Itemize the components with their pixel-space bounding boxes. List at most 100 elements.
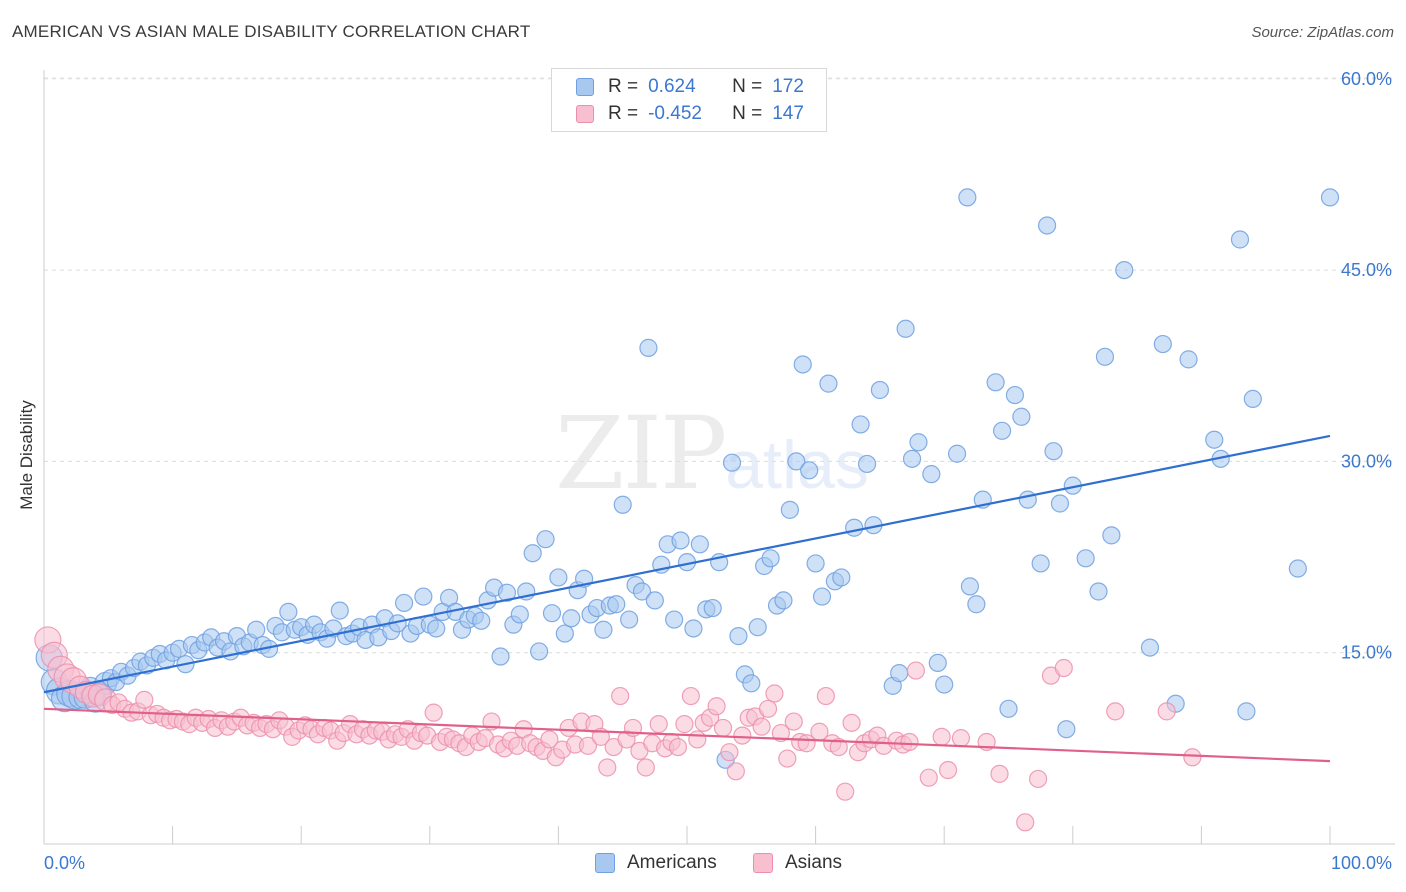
american-point	[761, 549, 780, 568]
american-point	[928, 653, 947, 673]
legend-label-americans: Americans	[627, 852, 717, 873]
american-point	[960, 577, 980, 596]
american-point	[414, 587, 433, 606]
american-point	[947, 444, 967, 463]
asian-point	[1028, 769, 1048, 789]
american-point	[832, 568, 851, 587]
y-tick-label: 45.0%	[1341, 260, 1392, 280]
americans-trend-line	[43, 434, 1331, 694]
asian-point	[932, 727, 951, 746]
x-tick-label: 0.0%	[44, 853, 85, 873]
american-point	[684, 619, 703, 638]
asian-point	[816, 686, 835, 706]
american-point	[967, 595, 986, 614]
legend-n-label: N =	[732, 76, 763, 97]
y-tick-label: 60.0%	[1341, 69, 1392, 89]
asian-point	[771, 723, 790, 743]
american-point	[787, 452, 806, 471]
legend-n-value: 172	[772, 76, 804, 97]
american-point	[1031, 554, 1050, 573]
asian-point	[829, 737, 848, 757]
american-point	[1230, 230, 1250, 249]
american-point	[530, 642, 549, 661]
asians-trend-line	[43, 707, 1331, 763]
american-point	[1320, 188, 1340, 207]
american-point	[1288, 559, 1307, 578]
american-point	[594, 620, 613, 639]
asian-point	[668, 737, 688, 757]
legend-item-asians[interactable]: Asians	[753, 852, 842, 874]
asian-point	[1016, 813, 1035, 832]
legend-r-value: 0.624	[648, 76, 696, 97]
american-point	[958, 188, 977, 207]
american-point	[857, 454, 877, 474]
american-point	[542, 604, 562, 623]
american-point	[800, 461, 819, 480]
asian-point	[135, 690, 154, 709]
series-legend: Americans Asians	[0, 852, 1406, 878]
american-point	[780, 500, 799, 519]
asian-point	[726, 762, 745, 781]
american-point	[1205, 430, 1224, 449]
y-axis-label: Male Disability	[17, 400, 36, 510]
asian-point	[765, 684, 784, 703]
american-point	[1237, 702, 1256, 721]
asian-point	[919, 768, 938, 787]
american-point	[523, 544, 542, 563]
american-point	[1005, 385, 1025, 405]
legend-n-value: 147	[772, 103, 804, 124]
american-point	[922, 465, 941, 484]
american-point	[330, 601, 349, 620]
american-point	[497, 583, 517, 602]
american-point	[510, 605, 529, 624]
american-point	[703, 598, 722, 618]
asian-point	[951, 729, 971, 748]
american-point	[690, 535, 709, 554]
american-point	[870, 380, 890, 400]
american-point	[986, 373, 1005, 392]
y-tick-label: 30.0%	[1341, 451, 1392, 471]
legend-item-americans[interactable]: Americans	[595, 852, 717, 874]
american-point	[1057, 720, 1076, 739]
american-point	[819, 374, 838, 393]
legend-r-label: R =	[608, 103, 639, 124]
asian-point	[578, 736, 598, 755]
american-point	[549, 568, 568, 587]
american-point	[1089, 582, 1108, 601]
source-credit: Source: ZipAtlas.com	[1251, 24, 1394, 41]
american-point	[665, 610, 684, 629]
tick-labels: 15.0% 30.0% 45.0% 60.0% 0.0% 100.0%	[44, 69, 1392, 873]
chart-title: AMERICAN VS ASIAN MALE DISABILITY CORREL…	[12, 22, 531, 41]
legend-row-americans: R = 0.624 N = 172	[576, 74, 804, 100]
american-point	[1243, 389, 1262, 409]
american-point	[427, 619, 446, 638]
american-point	[902, 449, 922, 468]
asian-point	[713, 718, 733, 738]
asian-point	[733, 726, 752, 745]
asian-point	[424, 703, 443, 722]
american-point	[607, 595, 626, 614]
series-asians	[34, 626, 1202, 832]
american-point	[613, 495, 632, 514]
asian-point	[688, 730, 707, 749]
asian-point	[784, 712, 803, 731]
american-point	[1115, 261, 1134, 280]
legend-swatch-asians	[576, 105, 594, 123]
trend-lines	[43, 434, 1331, 763]
legend-row-asians: R = -0.452 N = 147	[576, 101, 804, 127]
asian-point	[900, 732, 919, 752]
american-point	[774, 591, 793, 610]
axes	[43, 70, 1395, 845]
asian-point	[752, 717, 771, 736]
american-point	[851, 415, 870, 434]
x-tick-label: 100.0%	[1331, 853, 1392, 873]
asian-point	[836, 782, 855, 801]
asian-point	[681, 686, 700, 706]
american-point	[1050, 494, 1070, 513]
legend-swatch-americans	[595, 853, 615, 873]
american-point	[1018, 490, 1037, 509]
american-point	[935, 675, 954, 694]
asian-point	[720, 743, 739, 762]
american-point	[992, 421, 1012, 440]
asian-point	[598, 758, 617, 777]
